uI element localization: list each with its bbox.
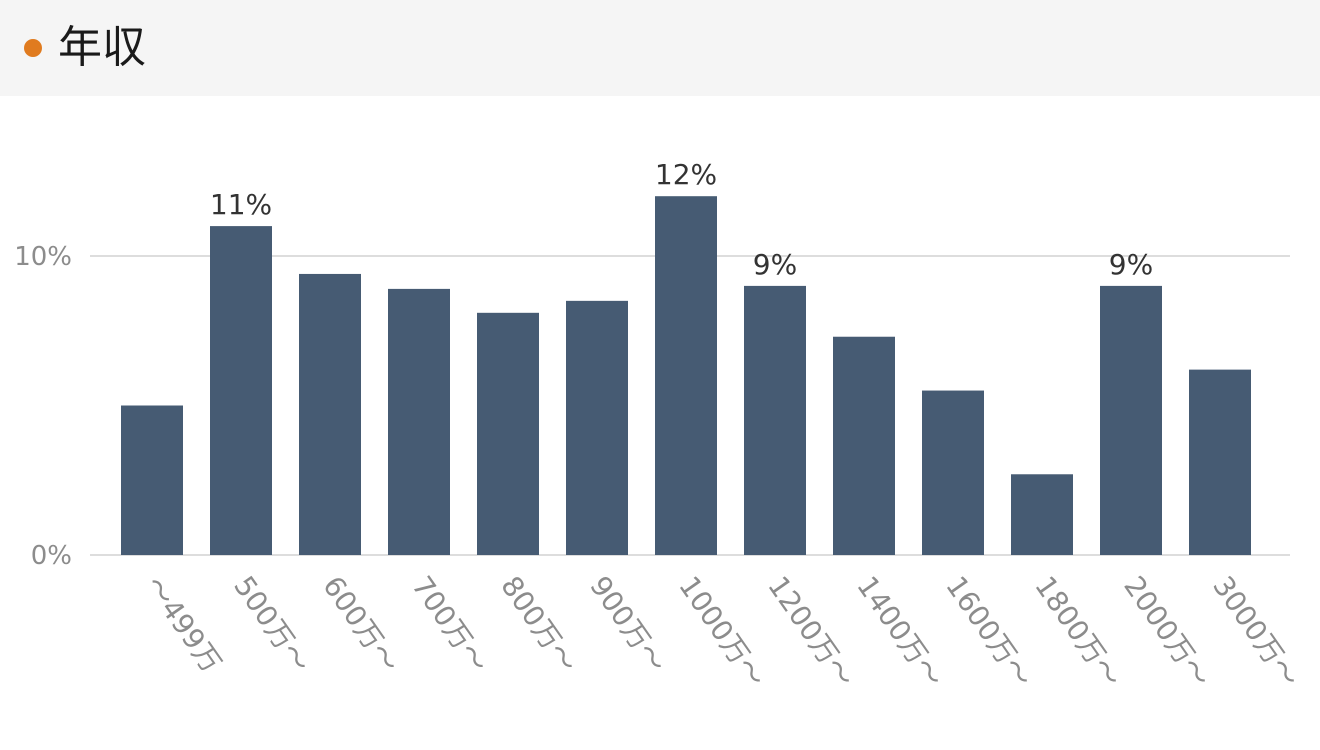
bar	[833, 336, 895, 555]
x-axis-labels: 〜499万 500万〜 600万〜 700万〜 800万〜 900万〜 1000万〜1200…	[138, 570, 1306, 693]
bars	[121, 196, 1251, 555]
bar	[744, 285, 806, 555]
x-tick-label: 600万〜	[316, 570, 406, 679]
x-tick-label: 1800万〜	[1028, 570, 1128, 693]
x-tick-label: 1600万〜	[939, 570, 1039, 693]
x-tick-label: 900万〜	[583, 570, 673, 679]
x-tick-label: 3000万〜	[1206, 570, 1306, 693]
x-tick-label: 1000万〜	[672, 570, 772, 693]
data-label: 12%	[655, 158, 717, 191]
x-tick-label: 700万〜	[405, 570, 495, 679]
income-bar-chart: 0% 10% 11% 12% 9% 9% 〜499万 500万〜 600万〜 700万〜 800…	[14, 158, 1306, 693]
bar	[1189, 369, 1251, 555]
bar	[210, 226, 272, 555]
data-labels: 11% 12% 9% 9%	[210, 158, 1153, 281]
x-tick-label: 1200万〜	[761, 570, 861, 693]
bar	[388, 288, 450, 555]
x-tick-label: 500万〜	[227, 570, 317, 679]
data-label: 9%	[753, 248, 797, 281]
bar	[922, 390, 984, 555]
x-tick-label: 800万〜	[494, 570, 584, 679]
x-tick-label: 2000万〜	[1117, 570, 1217, 693]
section-title: 年収	[58, 22, 146, 73]
section-header: 年収	[0, 0, 1320, 96]
bar	[1011, 474, 1073, 555]
bar	[566, 300, 628, 555]
y-tick-label: 0%	[31, 541, 72, 571]
bar	[655, 196, 717, 555]
bar	[1100, 285, 1162, 555]
data-label: 11%	[210, 188, 272, 221]
bar	[121, 405, 183, 555]
bar	[299, 273, 361, 555]
bar	[477, 312, 539, 555]
orange-dot-icon	[24, 39, 42, 57]
data-label: 9%	[1109, 248, 1153, 281]
x-tick-label: 1400万〜	[850, 570, 950, 693]
y-tick-label: 10%	[14, 242, 72, 272]
y-axis-ticks: 0% 10%	[14, 242, 72, 571]
x-tick-label: 〜499万	[138, 570, 228, 679]
